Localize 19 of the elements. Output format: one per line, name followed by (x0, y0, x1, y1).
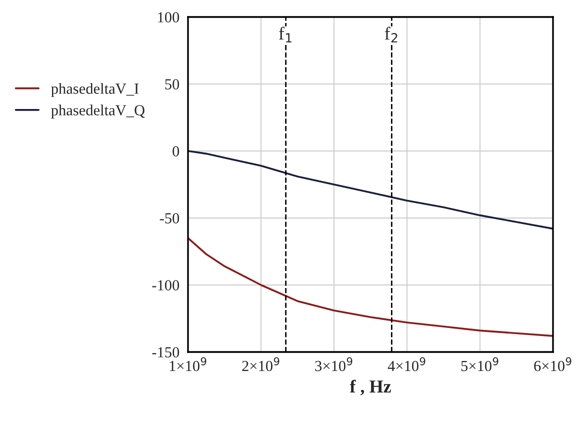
line-series (188, 237, 553, 337)
x-tick-label: 5×10$^{9}$ (461, 357, 498, 372)
ref-line-label: f$_{2}$ (384, 26, 398, 42)
legend-label: phasedeltaV_I (51, 83, 139, 97)
y-tick-label: -100 (152, 280, 180, 290)
y-tick-label: 50 (165, 79, 180, 90)
x-tick-label: 4×10$^{9}$ (388, 357, 426, 372)
x-axis-title: f , Hz (350, 380, 391, 396)
x-tick-label: 6×10$^{9}$ (534, 357, 572, 372)
ref-line-label: f$_{1}$ (278, 26, 292, 42)
x-tick-label: 1×10$^{9}$ (170, 357, 206, 372)
y-tick-label: 0 (172, 146, 180, 156)
x-tick-label: 2×10$^{9}$ (242, 357, 280, 372)
y-tick-label: -150 (152, 347, 180, 358)
legend-label: phasedeltaV_Q (51, 104, 145, 119)
x-tick-label: 3×10$^{9}$ (315, 357, 352, 372)
y-tick-label: -50 (160, 213, 180, 224)
y-tick-label: 100 (158, 12, 180, 22)
line-series (188, 150, 553, 230)
